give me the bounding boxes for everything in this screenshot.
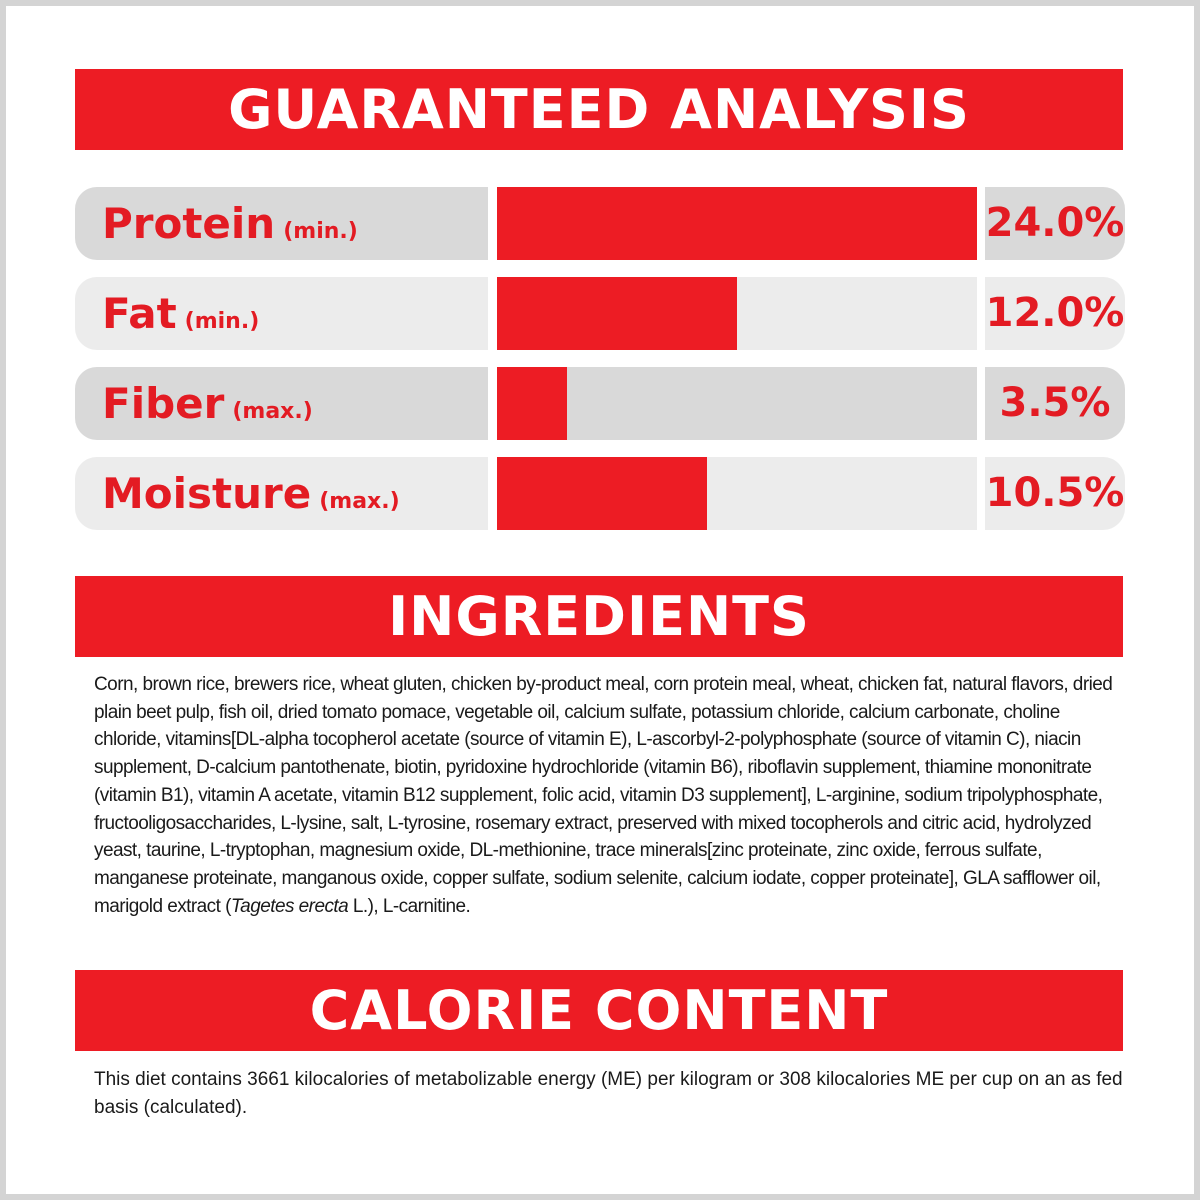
bar-moisture [497, 457, 707, 530]
nutrient-value: 3.5% [985, 367, 1125, 440]
bar-protein [497, 187, 977, 260]
nutrient-name: Protein [102, 199, 276, 248]
nutrient-name: Fat [102, 289, 177, 338]
analysis-row-fiber: Fiber (max.) 3.5% [75, 367, 1125, 440]
ingredients-text-part: L.), L-carnitine. [348, 895, 471, 917]
nutrient-qualifier: (max.) [319, 489, 400, 514]
ingredients-italic-name: Tagetes erecta [230, 895, 349, 917]
bar-fiber [497, 367, 567, 440]
bar-track [497, 457, 977, 530]
nutrient-label: Moisture (max.) [75, 457, 488, 530]
nutrient-name: Moisture [102, 469, 312, 518]
guaranteed-analysis-header: GUARANTEED ANALYSIS [75, 69, 1123, 150]
nutrient-value: 10.5% [985, 457, 1125, 530]
nutrient-name: Fiber [102, 379, 225, 428]
nutrient-qualifier: (max.) [232, 399, 313, 424]
analysis-row-moisture: Moisture (max.) 10.5% [75, 457, 1125, 530]
calorie-content-header: CALORIE CONTENT [75, 970, 1123, 1051]
analysis-row-fat: Fat (min.) 12.0% [75, 277, 1125, 350]
nutrient-label: Fiber (max.) [75, 367, 488, 440]
ingredients-header: INGREDIENTS [75, 576, 1123, 657]
analysis-row-protein: Protein (min.) 24.0% [75, 187, 1125, 260]
bar-track [497, 187, 977, 260]
ingredients-text-part: Corn, brown rice, brewers rice, wheat gl… [94, 674, 1113, 917]
nutrient-label: Fat (min.) [75, 277, 488, 350]
nutrient-qualifier: (min.) [283, 219, 358, 244]
bar-track [497, 367, 977, 440]
nutrient-value: 12.0% [985, 277, 1125, 350]
calorie-content-text: This diet contains 3661 kilocalories of … [94, 1069, 1123, 1118]
bar-track [497, 277, 977, 350]
nutrient-qualifier: (min.) [184, 309, 260, 334]
bar-fat [497, 277, 737, 350]
nutrient-value: 24.0% [985, 187, 1125, 260]
ingredients-text: Corn, brown rice, brewers rice, wheat gl… [94, 671, 1129, 920]
nutrient-label: Protein (min.) [75, 187, 488, 260]
